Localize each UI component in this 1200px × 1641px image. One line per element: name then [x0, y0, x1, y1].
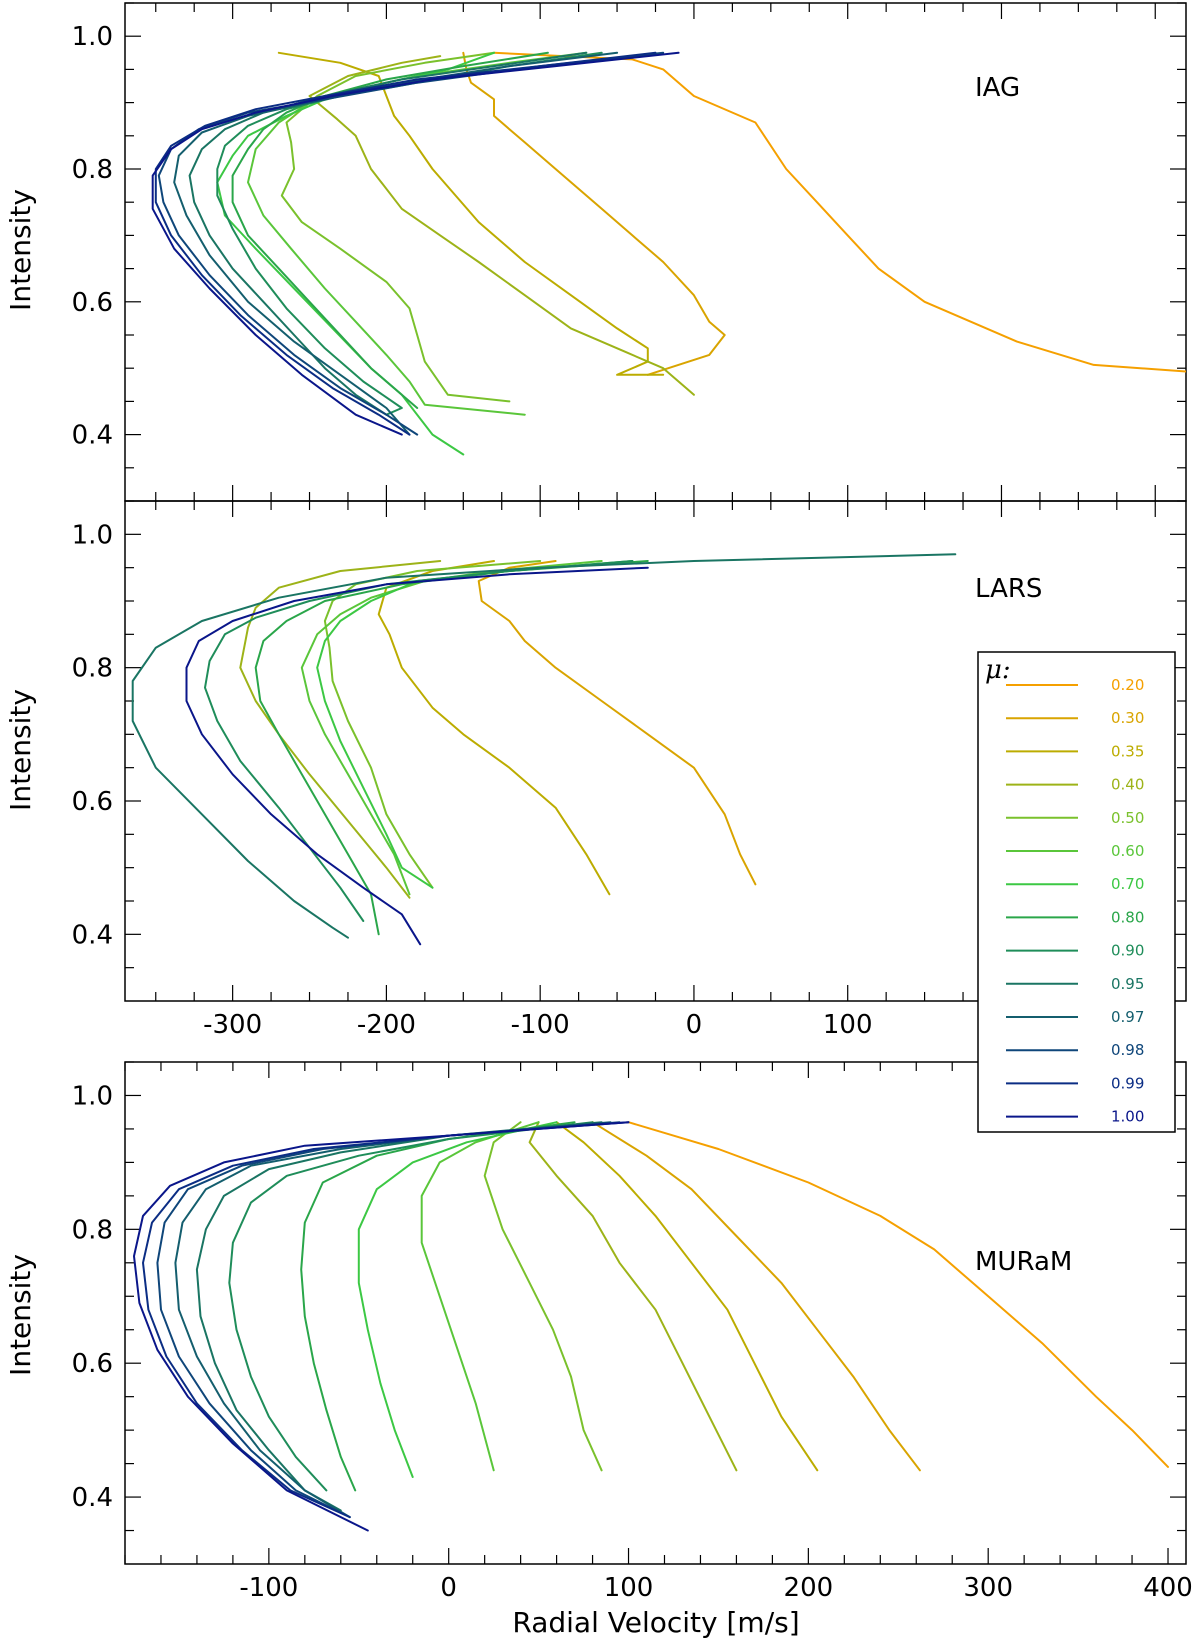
- panel-label-iag: IAG: [975, 73, 1020, 103]
- panel-label-muram: MURaM: [975, 1247, 1072, 1277]
- y-axis-title-iag: Intensity: [4, 189, 37, 311]
- y-tick-label: 0.4: [72, 920, 113, 950]
- series-line-mu-0.35: [277, 51, 665, 376]
- legend: μ: 0.20 0.30 0.35 0.40 0.50 0.60 0.70 0.80 0.90 0.…: [977, 651, 1176, 1133]
- series-group-iag: [151, 51, 1186, 456]
- series-line-mu-1.00: [185, 566, 649, 946]
- x-tick-label: 100: [823, 1010, 873, 1040]
- y-axis-title-muram: Intensity: [4, 1254, 37, 1376]
- legend-label-mu-0.40: 0.40: [1111, 776, 1144, 794]
- series-line-mu-0.20: [627, 1121, 1169, 1468]
- legend-label-mu-0.30: 0.30: [1111, 709, 1144, 727]
- legend-label-mu-0.80: 0.80: [1111, 908, 1144, 926]
- series-line-mu-0.50: [280, 51, 511, 403]
- series-line-mu-0.95: [195, 1121, 603, 1512]
- series-line-mu-0.40: [239, 560, 442, 899]
- y-tick-label: 0.6: [72, 1349, 113, 1379]
- series-line-mu-0.95: [188, 51, 588, 416]
- series-line-mu-0.80: [231, 51, 549, 409]
- legend-label-mu-0.97: 0.97: [1111, 1008, 1144, 1026]
- series-line-mu-0.95: [131, 553, 957, 939]
- x-tick-label: -100: [511, 1010, 570, 1040]
- series-line-mu-0.20: [493, 51, 1186, 373]
- plot-frame-muram: [124, 1061, 1187, 1565]
- legend-label-mu-0.50: 0.50: [1111, 809, 1144, 827]
- y-tick-label: 1.0: [72, 22, 113, 52]
- x-tick-label: -300: [203, 1010, 262, 1040]
- x-tick-label: 400: [1143, 1573, 1193, 1603]
- legend-label-mu-0.95: 0.95: [1111, 975, 1144, 993]
- x-axis-title: Radial Velocity [m/s]: [512, 1606, 799, 1639]
- series-line-mu-0.35: [555, 1121, 819, 1472]
- legend-box: [977, 651, 1176, 1133]
- series-line-mu-0.60: [420, 1121, 540, 1472]
- x-tick-label: -100: [239, 1573, 298, 1603]
- y-tick-label: 0.6: [72, 787, 113, 817]
- legend-label-mu-0.99: 0.99: [1111, 1074, 1144, 1092]
- y-tick-label: 0.6: [72, 288, 113, 318]
- legend-label-mu-0.20: 0.20: [1111, 676, 1144, 694]
- plot-frame-iag: [124, 2, 1187, 502]
- series-line-mu-0.35: [377, 560, 611, 896]
- series-line-mu-0.80: [254, 560, 649, 936]
- series-line-mu-0.80: [300, 1121, 576, 1492]
- legend-label-mu-1.00: 1.00: [1111, 1108, 1144, 1126]
- panel-label-lars: LARS: [975, 574, 1042, 604]
- y-tick-label: 0.4: [72, 1483, 113, 1513]
- series-line-mu-0.40: [308, 55, 695, 396]
- series-group-lars: [131, 553, 957, 946]
- series-line-mu-0.40: [528, 1121, 738, 1472]
- series-line-mu-0.98: [157, 51, 665, 436]
- series-group-muram: [133, 1121, 1169, 1532]
- y-tick-label: 0.8: [72, 654, 113, 684]
- series-line-mu-1.00: [151, 51, 680, 436]
- y-tick-label: 0.8: [72, 155, 113, 185]
- legend-label-mu-0.98: 0.98: [1111, 1041, 1144, 1059]
- x-tick-label: 0: [686, 1010, 703, 1040]
- y-tick-label: 0.4: [72, 421, 113, 451]
- y-tick-label: 0.8: [72, 1215, 113, 1245]
- series-line-mu-0.99: [154, 51, 657, 436]
- legend-label-mu-0.60: 0.60: [1111, 842, 1144, 860]
- x-tick-label: 100: [604, 1573, 654, 1603]
- panel-iag: 0.4 0.6 0.8 1.0: [72, 2, 1187, 502]
- y-axis-title-lars: Intensity: [4, 689, 37, 811]
- series-line-mu-0.70: [357, 1121, 558, 1478]
- x-tick-label: -200: [357, 1010, 416, 1040]
- x-tick-label: 0: [440, 1573, 457, 1603]
- legend-label-mu-0.70: 0.70: [1111, 875, 1144, 893]
- x-tick-label: 200: [784, 1573, 834, 1603]
- legend-title: μ:: [985, 655, 1011, 685]
- series-line-mu-0.30: [591, 1121, 921, 1472]
- legend-label-mu-0.35: 0.35: [1111, 742, 1144, 760]
- series-line-mu-0.30: [477, 560, 757, 886]
- series-line-mu-0.60: [300, 560, 603, 896]
- series-line-mu-0.30: [462, 51, 726, 376]
- y-tick-label: 1.0: [72, 1081, 113, 1111]
- x-tick-label: 300: [963, 1573, 1013, 1603]
- y-tick-label: 1.0: [72, 520, 113, 550]
- series-line-mu-0.70: [316, 560, 634, 889]
- series-line-mu-0.90: [228, 1121, 594, 1492]
- panel-muram: 0.4 0.6 0.8 1.0 -100 0 100 200 300 400: [72, 1061, 1193, 1603]
- series-line-mu-0.50: [483, 1121, 603, 1472]
- series-line-mu-0.97: [174, 1121, 612, 1519]
- series-line-mu-1.00: [133, 1121, 630, 1532]
- legend-label-mu-0.90: 0.90: [1111, 942, 1144, 960]
